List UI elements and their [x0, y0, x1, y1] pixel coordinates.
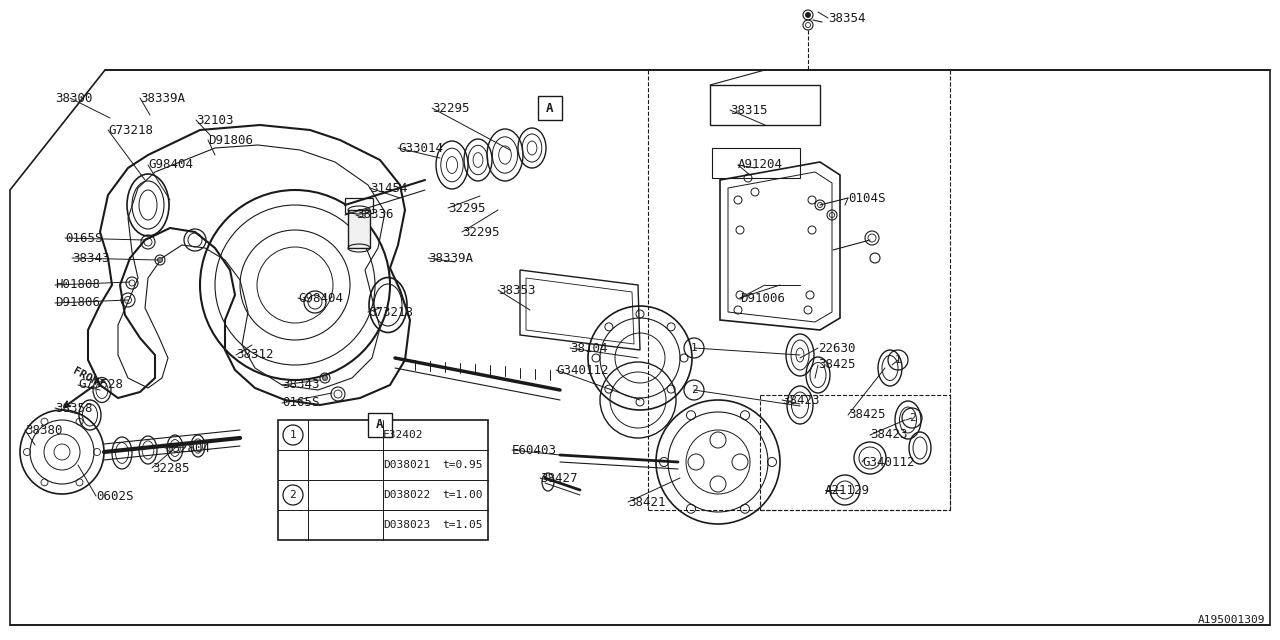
- Text: E60403: E60403: [512, 444, 557, 456]
- Bar: [348, 210, 370, 248]
- Text: 38104: 38104: [570, 342, 608, 355]
- Text: 0602S: 0602S: [96, 490, 133, 502]
- Text: 38312: 38312: [236, 349, 274, 362]
- Text: 2: 2: [289, 490, 297, 500]
- Text: 38315: 38315: [730, 104, 768, 116]
- Text: G73218: G73218: [108, 124, 154, 136]
- Text: 22630: 22630: [818, 342, 855, 355]
- Text: A21129: A21129: [826, 483, 870, 497]
- Text: D038023: D038023: [383, 520, 430, 530]
- Text: A91204: A91204: [739, 159, 783, 172]
- Text: G73218: G73218: [369, 305, 413, 319]
- Text: 1: 1: [895, 355, 901, 365]
- Text: 38300: 38300: [55, 92, 92, 104]
- Text: D038022: D038022: [383, 490, 430, 500]
- Text: 32295: 32295: [433, 102, 470, 115]
- Text: 38339A: 38339A: [428, 252, 474, 264]
- Text: F32402: F32402: [383, 430, 424, 440]
- Text: t=1.00: t=1.00: [443, 490, 483, 500]
- Text: 0165S: 0165S: [282, 397, 320, 410]
- Text: G33014: G33014: [398, 141, 443, 154]
- Text: FRONT: FRONT: [70, 365, 105, 390]
- Text: 0165S: 0165S: [65, 232, 102, 244]
- Circle shape: [323, 376, 328, 381]
- Text: 38336: 38336: [356, 209, 393, 221]
- Text: H01808: H01808: [55, 278, 100, 291]
- Text: 38423: 38423: [782, 394, 819, 406]
- Text: 38423: 38423: [870, 429, 908, 442]
- Text: A195001309: A195001309: [1198, 615, 1265, 625]
- Text: A: A: [547, 102, 554, 115]
- Text: t=0.95: t=0.95: [443, 460, 483, 470]
- Circle shape: [157, 257, 163, 262]
- Text: 32295: 32295: [462, 225, 499, 239]
- Text: 38427: 38427: [540, 472, 577, 484]
- Text: D91806: D91806: [55, 296, 100, 310]
- Bar: [346, 198, 372, 213]
- Text: 0104S: 0104S: [849, 191, 886, 205]
- Text: t=1.05: t=1.05: [443, 520, 483, 530]
- Text: D91006: D91006: [740, 291, 785, 305]
- Text: 38425: 38425: [818, 358, 855, 371]
- Text: 2: 2: [909, 413, 915, 423]
- Text: 32295: 32295: [448, 202, 485, 214]
- Text: 38353: 38353: [498, 284, 535, 296]
- Text: 38343: 38343: [282, 378, 320, 392]
- Bar: [538, 96, 562, 120]
- Text: G340112: G340112: [556, 364, 608, 376]
- Text: G98404: G98404: [148, 159, 193, 172]
- Bar: [712, 148, 800, 178]
- Text: 38358: 38358: [55, 401, 92, 415]
- Text: 38421: 38421: [628, 495, 666, 509]
- Text: 38380: 38380: [26, 424, 63, 436]
- Text: A: A: [376, 419, 384, 431]
- Text: 1: 1: [289, 430, 297, 440]
- Text: G32804: G32804: [165, 442, 210, 454]
- Circle shape: [805, 13, 810, 17]
- Text: G98404: G98404: [298, 291, 343, 305]
- Text: 32103: 32103: [196, 113, 233, 127]
- Text: 38354: 38354: [828, 12, 865, 24]
- Text: D038021: D038021: [383, 460, 430, 470]
- Text: D91806: D91806: [207, 134, 253, 147]
- Text: 2: 2: [691, 385, 698, 395]
- Text: 32285: 32285: [152, 461, 189, 474]
- Text: 31454: 31454: [370, 182, 407, 195]
- Bar: [278, 420, 488, 540]
- Bar: [710, 85, 820, 125]
- Text: 38425: 38425: [849, 408, 886, 422]
- Bar: [369, 413, 392, 437]
- Text: 1: 1: [691, 343, 698, 353]
- Text: G73528: G73528: [78, 378, 123, 392]
- Text: G340112: G340112: [861, 456, 914, 468]
- Text: 38343: 38343: [72, 252, 110, 264]
- Text: 38339A: 38339A: [140, 92, 186, 104]
